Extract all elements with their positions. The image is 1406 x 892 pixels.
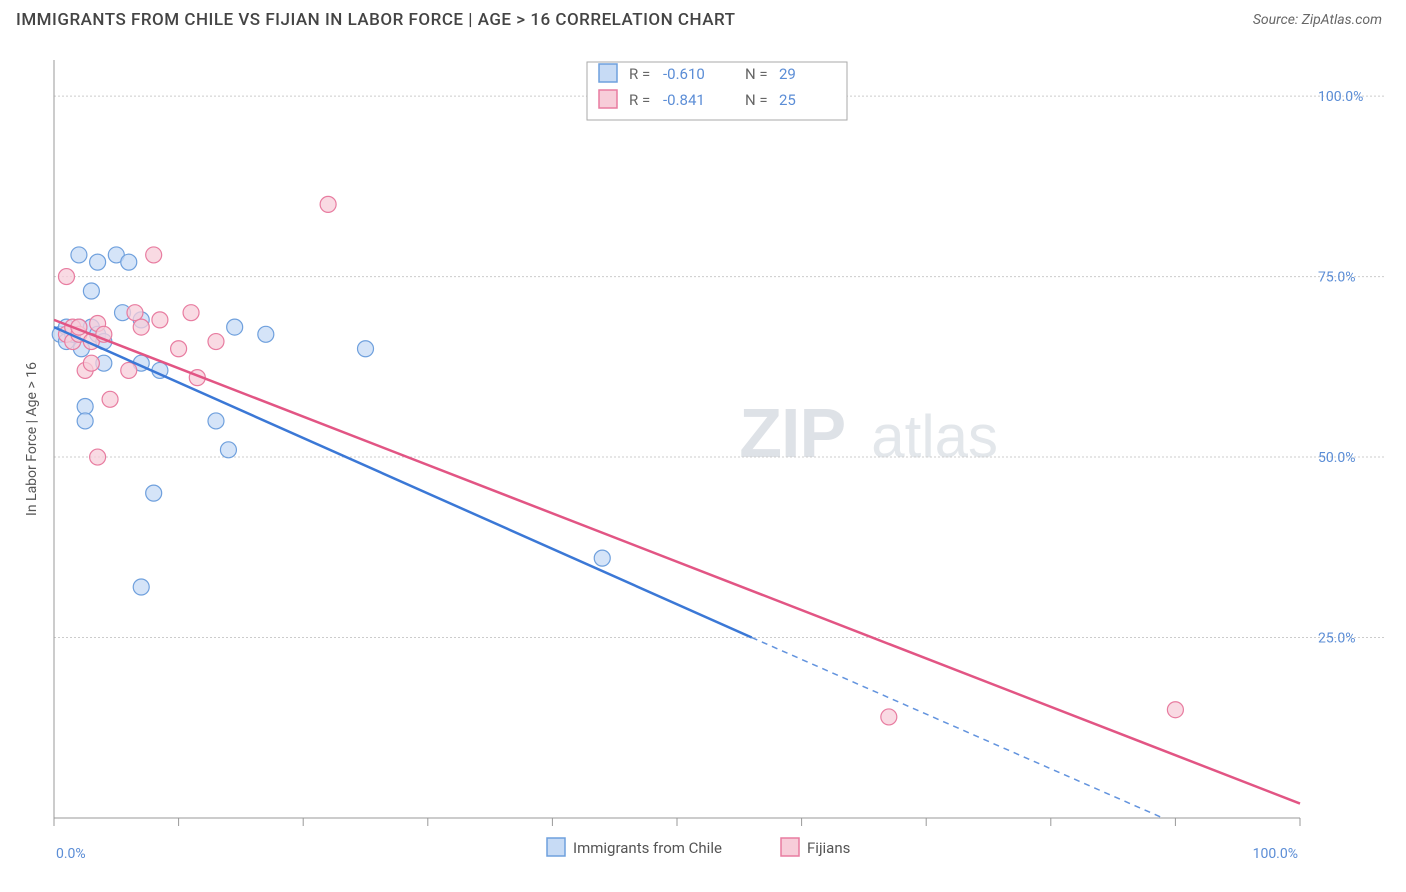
svg-text:0.0%: 0.0% <box>56 846 86 862</box>
svg-text:In Labor Force | Age > 16: In Labor Force | Age > 16 <box>24 362 40 516</box>
svg-text:29: 29 <box>779 65 796 83</box>
svg-text:Immigrants from Chile: Immigrants from Chile <box>573 839 722 857</box>
svg-text:N =: N = <box>745 65 768 83</box>
chart-source: Source: ZipAtlas.com <box>1253 12 1382 28</box>
chart-header: IMMIGRANTS FROM CHILE VS FIJIAN IN LABOR… <box>0 0 1406 36</box>
svg-text:50.0%: 50.0% <box>1318 450 1356 466</box>
svg-text:R =: R = <box>629 65 650 83</box>
svg-text:-0.841: -0.841 <box>663 91 705 109</box>
svg-text:25.0%: 25.0% <box>1318 631 1356 647</box>
svg-text:100.0%: 100.0% <box>1318 89 1363 105</box>
chart-title: IMMIGRANTS FROM CHILE VS FIJIAN IN LABOR… <box>16 10 736 30</box>
svg-text:75.0%: 75.0% <box>1318 270 1356 286</box>
svg-text:atlas: atlas <box>871 403 998 470</box>
correlation-scatter-chart: ZIP atlas 25.0% 50.0% 75.0% 100.0% 0.0% 100.0% I… <box>16 44 1390 882</box>
svg-text:25: 25 <box>779 91 796 109</box>
svg-text:Fijians: Fijians <box>807 839 850 857</box>
svg-text:100.0%: 100.0% <box>1253 846 1298 862</box>
svg-text:R =: R = <box>629 91 650 109</box>
svg-text:ZIP: ZIP <box>739 394 845 472</box>
svg-text:-0.610: -0.610 <box>663 65 705 83</box>
svg-text:N =: N = <box>745 91 768 109</box>
chart-container: ZIP atlas 25.0% 50.0% 75.0% 100.0% 0.0% 100.0% I… <box>16 44 1390 882</box>
